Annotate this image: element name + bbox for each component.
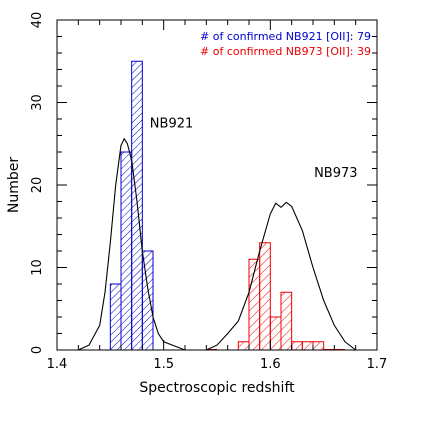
axis-ticks xyxy=(56,19,378,351)
legend-entry-nb973: # of confirmed NB973 [OII]: 39 xyxy=(200,45,371,58)
y-tick-label: 30 xyxy=(30,94,45,111)
x-tick-label: 1.5 xyxy=(153,357,174,372)
x-tick-label: 1.7 xyxy=(367,357,388,372)
x-tick-label: 1.6 xyxy=(260,357,281,372)
curve-label-nb921: NB921 xyxy=(150,116,193,131)
histogram-bars xyxy=(109,60,345,351)
x-tick-label: 1.4 xyxy=(47,357,68,372)
bar-nb973-5 xyxy=(280,291,293,351)
bar-nb973-8 xyxy=(312,341,325,351)
axis-tick-labels: 1.4 1.5 1.6 1.7 0 10 20 30 40 xyxy=(30,12,387,372)
bar-nb973-6 xyxy=(291,341,303,351)
y-tick-label: 10 xyxy=(30,259,45,276)
y-tick-label: 0 xyxy=(30,346,45,354)
bar-nb973-4 xyxy=(269,316,282,351)
legend-entry-nb921: # of confirmed NB921 [OII]: 79 xyxy=(200,30,371,43)
curve-label-nb973: NB973 xyxy=(314,166,357,181)
curve-nb921 xyxy=(78,137,186,351)
y-tick-label: 40 xyxy=(30,12,45,29)
bar-nb973-1 xyxy=(237,341,250,351)
bar-nb973-3 xyxy=(259,242,271,351)
smoothed-curves xyxy=(78,137,357,351)
y-tick-label: 20 xyxy=(30,177,45,194)
y-axis-label: Number xyxy=(6,157,22,213)
bar-nb921-0 xyxy=(109,283,122,351)
bar-nb921-1 xyxy=(120,151,133,351)
x-axis-label: Spectroscopic redshift xyxy=(139,380,295,396)
bar-nb973-7 xyxy=(301,341,314,351)
curve-nb973 xyxy=(206,201,357,351)
plot-frame xyxy=(56,19,378,351)
